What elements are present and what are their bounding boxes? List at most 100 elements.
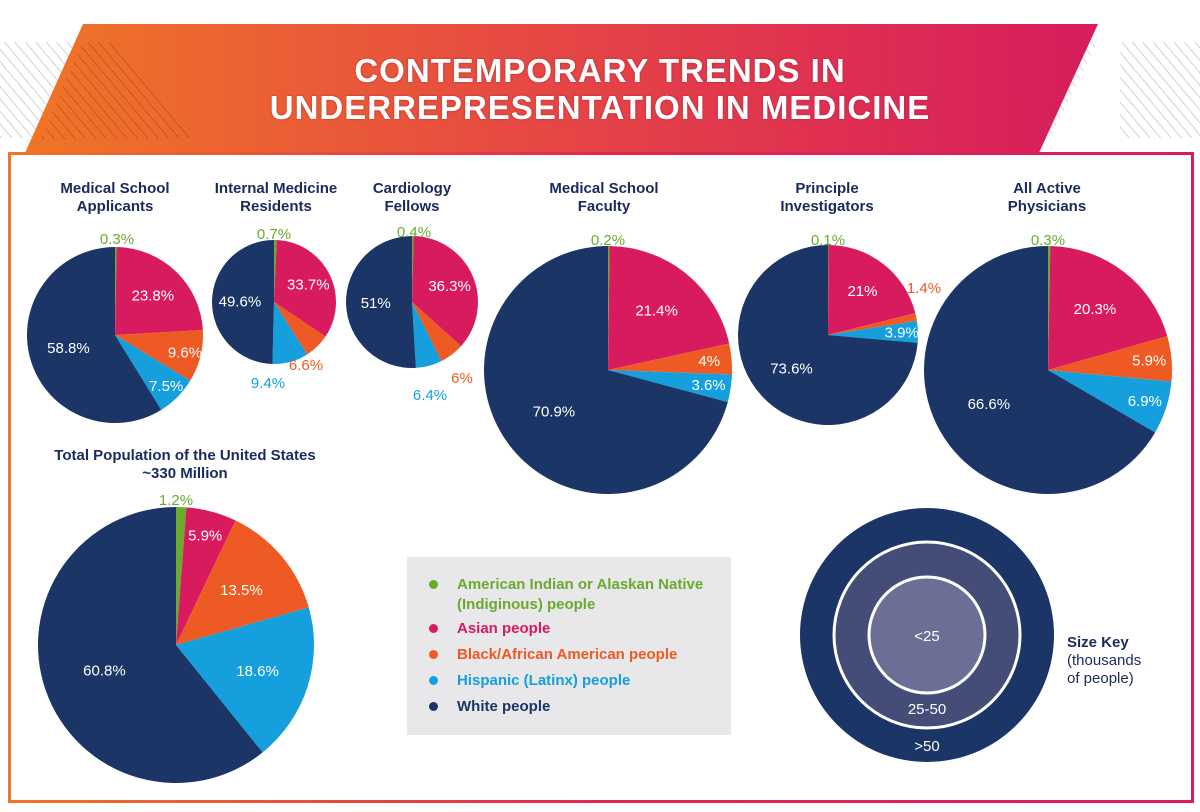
legend: American Indian or Alaskan Native (Indig… [407,557,731,735]
pie-label-asian: 21.4% [635,302,678,319]
right-hatch-decoration [1120,42,1200,138]
pie-label-indigenous: 0.7% [257,226,291,243]
pie-label-hispanic: 7.5% [149,378,183,395]
pie-label-hispanic: 6.4% [413,387,447,404]
legend-item-hispanic: Hispanic (Latinx) people [429,671,727,691]
pie-slice-hispanic [1048,370,1172,433]
pie-all-active-physicians: 0.3% 20.3% 5.9% 6.9% 66.6% [923,232,1172,495]
size-key-subtitle-2: of people) [1067,670,1134,687]
size-key-ring-small [867,575,987,695]
pie-label-indigenous: 0.2% [591,232,625,249]
size-key-label-medium: 25-50 [908,701,946,718]
chart-title-internal-medicine-residents: Internal Medicine Residents [196,180,356,216]
legend-label: Black/African American people [457,646,678,663]
pie-us-population: 1.2% 5.9% 13.5% 18.6% 60.8% [38,492,314,783]
pie-slice-white [345,236,416,368]
pie-med-school-faculty: 0.2% 21.4% 4% 3.6% 70.9% [484,232,732,494]
pie-label-indigenous: 0.3% [100,231,134,248]
chart-title-line1: Principle [795,180,859,197]
pie-label-white: 49.6% [219,294,262,311]
legend-label: White people [457,698,551,715]
size-key-label-large: >50 [914,738,939,755]
chart-title-med-school-applicants: Medical School Applicants [15,180,215,216]
legend-item-asian: Asian people [429,619,727,639]
pie-slice-indigenous [608,246,610,370]
pie-slice-asian [176,507,236,645]
pie-label-black: 1.4% [907,280,941,297]
pie-slice-white [26,247,162,423]
pie-label-indigenous: 0.1% [811,232,845,249]
chart-title-line2: ~330 Million [142,465,228,482]
pie-internal-medicine-residents: 0.7% 33.7% 6.6%9.4% 49.6% [212,226,336,392]
pie-slice-hispanic [272,302,308,364]
pie-label-indigenous: 0.3% [1031,232,1065,249]
pie-slice-black [412,302,462,362]
pie-slice-asian [1048,246,1168,370]
pie-label-indigenous: 0.4% [397,224,431,241]
pie-slice-hispanic [828,320,919,343]
pie-label-asian: 33.7% [287,277,330,294]
page-title: CONTEMPORARY TRENDS IN UNDERREPRESENTATI… [0,52,1200,126]
legend-label: Hispanic (Latinx) people [457,672,631,689]
banner-hatch-right [1000,42,1098,138]
pie-label-black: 4% [698,353,720,370]
pie-slice-hispanic [412,302,442,368]
size-key-diagram: <25 25-50 >50 [800,508,1054,762]
chart-title-us-population: Total Population of the United States ~3… [20,447,350,483]
pie-label-white: 58.8% [47,340,90,357]
pie-slice-white [923,246,1156,495]
chart-title-line2: Residents [240,198,312,215]
legend-label: Asian people [457,620,551,637]
pie-slice-hispanic [608,370,732,403]
pie-label-hispanic: 6.9% [1128,393,1162,410]
pie-slice-indigenous [115,247,117,335]
pie-slice-hispanic [176,607,314,753]
pie-cardiology-fellows: 0.4% 36.3% 6%6.4% 51% [345,224,479,404]
size-key-label-small: <25 [914,628,939,645]
legend-item-indigenous: American Indian or Alaskan Native (Indig… [429,575,727,615]
pie-label-asian: 36.3% [428,278,471,295]
pie-slice-indigenous [828,245,829,335]
legend-dot-icon [429,702,438,711]
pie-label-hispanic: 9.4% [251,375,285,392]
pie-slice-black [828,313,917,335]
legend-item-white: White people [429,697,727,717]
pie-slice-black [115,330,203,381]
title-banner [0,24,1200,155]
pie-slice-asian [115,247,203,335]
pie-slice-asian [608,246,730,370]
legend-dot-icon [429,624,438,633]
legend-dot-icon [429,676,438,685]
chart-title-cardiology-fellows: Cardiology Fellows [342,180,482,216]
legend-label: American Indian or Alaskan Native (Indig… [457,576,704,613]
pie-label-white: 60.8% [83,662,126,679]
pie-principle-investigators: 0.1% 21% 1.4% 3.9% 73.6% [738,232,941,425]
pie-slice-asian [412,236,479,347]
legend-dot-icon [429,580,438,589]
chart-title-line2: Faculty [577,198,631,215]
pie-label-asian: 5.9% [188,528,222,545]
chart-title-line1: All Active [1013,180,1081,197]
pie-label-asian: 20.3% [1074,301,1117,318]
chart-title-principle-investigators: Principle Investigators [727,180,927,216]
pie-slice-asian [274,240,336,337]
size-key-caption: Size Key (thousands of people) [1067,634,1141,688]
pie-label-asian: 21% [847,283,877,300]
chart-title-line2: Fellows [384,198,440,215]
chart-title-line2: Investigators [780,198,874,215]
pie-label-black: 5.9% [1132,353,1166,370]
pie-label-black: 9.6% [168,345,202,362]
chart-title-line1: Medical School [60,180,170,197]
pie-slice-black [608,343,732,375]
title-line-2: UNDERREPRESENTATION IN MEDICINE [269,89,931,126]
chart-title-line1: Total Population of the United States [54,447,316,464]
legend-dot-icon [429,650,438,659]
pie-label-hispanic: 3.6% [691,377,725,394]
pie-label-asian: 23.8% [132,288,175,305]
pie-slice-indigenous [1048,246,1051,370]
pie-label-indigenous: 1.2% [159,492,193,509]
pie-label-hispanic: 18.6% [236,663,279,680]
banner-hatch-left [40,42,192,140]
pie-slice-white [212,240,274,364]
